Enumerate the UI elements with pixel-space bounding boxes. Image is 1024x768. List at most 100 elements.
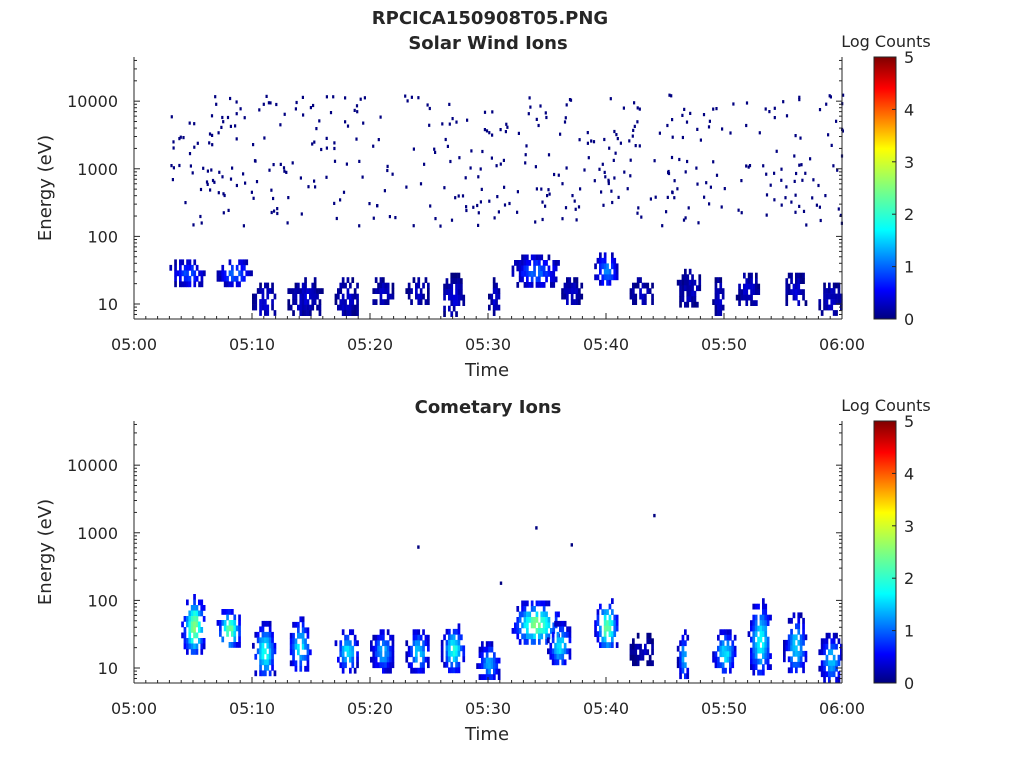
heatmap-cell (729, 131, 732, 135)
heatmap-cell (825, 660, 829, 667)
heatmap-cell (631, 134, 634, 138)
heatmap-cell (511, 271, 515, 277)
heatmap-cell (752, 289, 756, 295)
heatmap-cell (798, 98, 801, 102)
heatmap-cell (832, 164, 835, 168)
heatmap-cell (552, 622, 556, 629)
heatmap-cell (540, 633, 544, 640)
heatmap-cell (301, 293, 305, 300)
heatmap-cell (596, 257, 600, 264)
heatmap-cell (720, 205, 723, 209)
heatmap-cell (835, 632, 838, 639)
heatmap-cell (559, 642, 562, 649)
heatmap-cell (304, 304, 307, 311)
heatmap-cell (306, 288, 310, 294)
heatmap-cell (259, 659, 262, 666)
heatmap-cell (455, 661, 458, 668)
heatmap-cell (382, 640, 385, 647)
heatmap-cell (488, 663, 491, 669)
heatmap-cell (292, 660, 295, 667)
heatmap-cell (497, 304, 501, 311)
heatmap-cell (547, 265, 551, 272)
heatmap-cell (648, 288, 652, 294)
heatmap-cell (271, 648, 274, 655)
heatmap-cell (389, 656, 392, 663)
heatmap-cell (530, 600, 534, 607)
heatmap-cell (318, 119, 321, 123)
heatmap-cell (825, 654, 829, 661)
heatmap-cell (596, 636, 600, 643)
heatmap-cell (684, 301, 687, 308)
heatmap-cell (427, 640, 430, 647)
heatmap-cell (455, 300, 458, 306)
heatmap-cell (745, 289, 749, 295)
heatmap-cell (391, 656, 395, 663)
heatmap-cell (449, 159, 452, 164)
heatmap-cell (314, 185, 317, 189)
heatmap-cell (636, 282, 640, 289)
heatmap-cell (391, 282, 395, 289)
heatmap-cell (181, 259, 185, 266)
heatmap-cell (372, 288, 376, 294)
colorbar-label: Log Counts (841, 32, 931, 51)
heatmap-cell (773, 198, 776, 202)
heatmap-cell (415, 629, 418, 636)
heatmap-cell (415, 293, 418, 300)
heatmap-cell (412, 147, 415, 151)
heatmap-cell (818, 649, 822, 656)
heatmap-cell (172, 166, 175, 170)
heatmap-cell (671, 191, 674, 195)
heatmap-cell (729, 629, 732, 636)
heatmap-cell (762, 603, 765, 610)
heatmap-cell (386, 164, 389, 168)
heatmap-cell (596, 609, 600, 615)
heatmap-cell (743, 283, 746, 290)
heatmap-cell (574, 207, 577, 211)
heatmap-cell (548, 192, 551, 196)
heatmap-cell (469, 166, 472, 170)
heatmap-cell (547, 617, 551, 623)
heatmap-cell (599, 252, 602, 259)
heatmap-cell (294, 638, 298, 645)
heatmap-cell (186, 638, 189, 644)
heatmap-cell (351, 299, 355, 305)
heatmap-cell (721, 662, 725, 669)
heatmap-cell (193, 616, 196, 622)
heatmap-cell (193, 281, 197, 288)
heatmap-cell (259, 299, 262, 305)
heatmap-cell (721, 288, 725, 294)
heatmap-cell (714, 656, 718, 663)
heatmap-cell (264, 648, 267, 655)
heatmap-cell (221, 275, 225, 282)
heatmap-cell (538, 271, 541, 277)
heatmap-cell (673, 179, 676, 183)
heatmap-cell (802, 294, 805, 301)
heatmap-cell (637, 206, 640, 210)
heatmap-cell (547, 600, 551, 607)
heatmap-cell (450, 661, 454, 668)
heatmap-cell (698, 274, 702, 281)
heatmap-cell (495, 164, 498, 168)
heatmap-cell (550, 628, 553, 634)
heatmap-cell (492, 310, 496, 316)
heatmap-cell (754, 631, 758, 637)
heatmap-cell (452, 639, 456, 646)
heatmap-cell (762, 664, 765, 670)
heatmap-cell (545, 271, 548, 277)
heatmap-cell (268, 620, 272, 627)
heatmap-cell (356, 640, 359, 647)
heatmap-cell (419, 293, 423, 300)
heatmap-cell (540, 282, 544, 288)
heatmap-cell (676, 279, 680, 286)
heatmap-cell (611, 642, 614, 648)
heatmap-cell (628, 139, 631, 143)
heatmap-cell (379, 282, 383, 289)
heatmap-cell (273, 209, 276, 213)
heatmap-cell (419, 667, 423, 674)
heatmap-cell (632, 293, 635, 300)
heatmap-cell (830, 304, 834, 311)
x-tick-label: 05:40 (583, 699, 629, 718)
heatmap-cell (578, 138, 581, 142)
heatmap-cell (220, 125, 223, 129)
heatmap-cell (353, 288, 357, 294)
